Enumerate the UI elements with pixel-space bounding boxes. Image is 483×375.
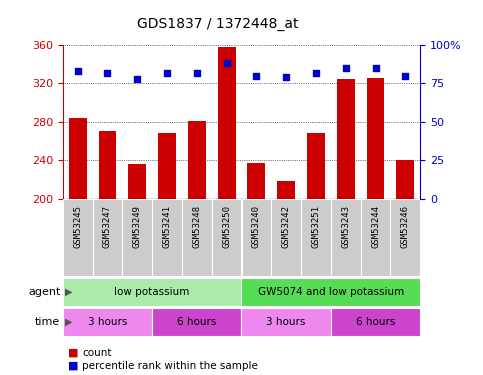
Bar (63, 308, 152, 336)
Text: GSM53245: GSM53245 (73, 205, 82, 248)
Point (253, 73, 260, 79)
Bar (242, 308, 331, 336)
Bar (242, 278, 420, 306)
Bar (122, 199, 152, 276)
Bar (331, 308, 420, 336)
Bar (182, 199, 212, 276)
Point (342, 65, 350, 71)
Bar (128, 164, 146, 199)
Bar (152, 199, 182, 276)
Point (163, 70, 171, 76)
Text: GDS1837 / 1372448_at: GDS1837 / 1372448_at (137, 17, 298, 31)
Bar (397, 160, 414, 199)
Text: GSM53250: GSM53250 (222, 205, 231, 248)
Text: GSM53242: GSM53242 (282, 205, 291, 248)
Bar (63, 199, 93, 276)
Text: GW5074 and low potassium: GW5074 and low potassium (258, 286, 404, 297)
Bar (242, 199, 271, 276)
Bar (212, 199, 242, 276)
Point (193, 70, 201, 76)
Text: GSM53240: GSM53240 (252, 205, 261, 248)
Text: 6 hours: 6 hours (356, 316, 395, 327)
Text: ■: ■ (68, 361, 78, 370)
Bar (93, 199, 122, 276)
Text: percentile rank within the sample: percentile rank within the sample (82, 361, 258, 370)
Point (312, 70, 320, 76)
Text: GSM53251: GSM53251 (312, 205, 320, 248)
Text: count: count (82, 348, 112, 357)
Bar (69, 118, 86, 199)
Bar (218, 47, 236, 199)
Bar (277, 182, 295, 199)
Point (282, 74, 290, 80)
Bar (331, 199, 361, 276)
Bar (247, 163, 265, 199)
Bar (152, 308, 242, 336)
Bar (301, 199, 331, 276)
Text: ▶: ▶ (65, 286, 73, 297)
Text: GSM53243: GSM53243 (341, 205, 350, 248)
Text: ▶: ▶ (65, 316, 73, 327)
Text: GSM53244: GSM53244 (371, 205, 380, 248)
Bar (367, 78, 384, 199)
Text: GSM53249: GSM53249 (133, 205, 142, 248)
Text: GSM53241: GSM53241 (163, 205, 171, 248)
Bar (390, 199, 420, 276)
Bar (158, 134, 176, 199)
Text: low potassium: low potassium (114, 286, 190, 297)
Text: 6 hours: 6 hours (177, 316, 216, 327)
Bar (271, 199, 301, 276)
Bar (337, 79, 355, 199)
Text: time: time (35, 316, 60, 327)
Text: GSM53248: GSM53248 (192, 205, 201, 248)
Text: 3 hours: 3 hours (88, 316, 127, 327)
Text: GSM53247: GSM53247 (103, 205, 112, 248)
Text: ■: ■ (68, 348, 78, 357)
Point (74, 68, 82, 74)
Point (133, 76, 141, 82)
Point (401, 73, 409, 79)
Bar (307, 134, 325, 199)
Point (223, 60, 230, 66)
Text: 3 hours: 3 hours (267, 316, 306, 327)
Bar (63, 278, 242, 306)
Text: GSM53246: GSM53246 (401, 205, 410, 248)
Bar (99, 132, 116, 199)
Bar (188, 121, 206, 199)
Point (104, 70, 112, 76)
Point (372, 65, 380, 71)
Bar (361, 199, 390, 276)
Text: agent: agent (28, 286, 60, 297)
